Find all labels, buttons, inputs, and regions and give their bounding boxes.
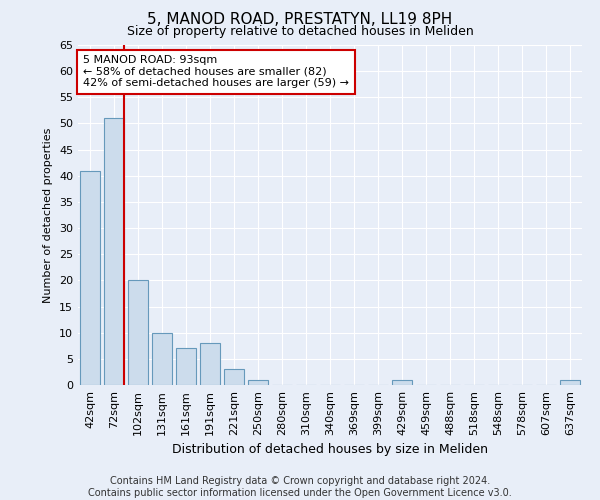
X-axis label: Distribution of detached houses by size in Meliden: Distribution of detached houses by size … — [172, 444, 488, 456]
Bar — [152, 332, 172, 385]
Bar — [80, 170, 100, 385]
Text: Size of property relative to detached houses in Meliden: Size of property relative to detached ho… — [127, 25, 473, 38]
Bar — [176, 348, 196, 385]
Bar — [200, 343, 220, 385]
Bar — [248, 380, 268, 385]
Text: 5, MANOD ROAD, PRESTATYN, LL19 8PH: 5, MANOD ROAD, PRESTATYN, LL19 8PH — [148, 12, 452, 28]
Bar — [560, 380, 580, 385]
Text: Contains HM Land Registry data © Crown copyright and database right 2024.
Contai: Contains HM Land Registry data © Crown c… — [88, 476, 512, 498]
Bar — [392, 380, 412, 385]
Text: 5 MANOD ROAD: 93sqm
← 58% of detached houses are smaller (82)
42% of semi-detach: 5 MANOD ROAD: 93sqm ← 58% of detached ho… — [83, 55, 349, 88]
Bar — [104, 118, 124, 385]
Bar — [128, 280, 148, 385]
Y-axis label: Number of detached properties: Number of detached properties — [43, 128, 53, 302]
Bar — [224, 370, 244, 385]
